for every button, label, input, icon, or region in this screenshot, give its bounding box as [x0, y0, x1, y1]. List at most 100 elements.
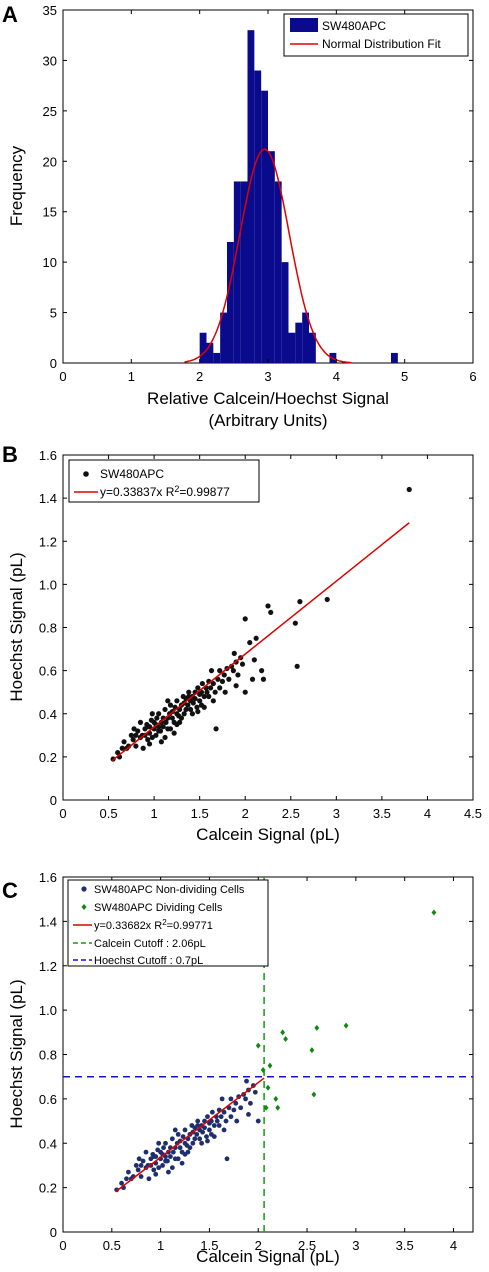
panel-c-fit-line: [115, 1077, 265, 1193]
scatter-point: [195, 708, 201, 715]
panel-c: C 0 0.5 1 1.5 2 2.5 3 3.5 4 0 0.2 0.4 0.6 0.8 1.0 1.2 1…: [2, 870, 474, 1266]
scatter-point: [242, 689, 248, 695]
scatter-point: [195, 685, 201, 691]
panel-c-y-tick-label: 0: [50, 1225, 57, 1240]
nondividing-point: [243, 1096, 248, 1102]
nondividing-point: [175, 1156, 181, 1162]
panel-b-x-tick-label: 1: [150, 806, 157, 821]
dividing-point: [255, 1042, 261, 1049]
scatter-point: [137, 719, 144, 725]
panel-a-legend: SW480APC Normal Distribution Fit: [283, 13, 469, 57]
scatter-point: [194, 704, 200, 710]
panel-c-legend-label-nondividing: SW480APC Non-dividing Cells: [94, 884, 245, 896]
scatter-point: [221, 672, 227, 678]
panel-a-y-tick-label: 30: [43, 53, 57, 68]
nondividing-point: [163, 1158, 168, 1164]
panel-b-points: [110, 486, 412, 762]
histogram-bar: [240, 181, 248, 363]
nondividing-point: [219, 1096, 225, 1102]
panel-c-legend-label-hoechst-cutoff: Hoechst Cutoff : 0.7pL: [94, 955, 203, 967]
dividing-point: [309, 1047, 315, 1054]
nondividing-point: [190, 1140, 196, 1146]
scatter-point: [217, 668, 223, 674]
nondividing-point: [175, 1131, 181, 1137]
scatter-point: [204, 689, 210, 695]
scatter-point: [190, 700, 196, 706]
panel-a-x-tick-label: 4: [333, 369, 340, 384]
panel-c-y-tick-label: 0.2: [39, 1181, 57, 1196]
panel-b-legend: SW480APC y=0.33837x R2=0.99877: [68, 459, 260, 503]
scatter-point: [146, 741, 153, 747]
nondividing-point: [138, 1174, 144, 1179]
dividing-point: [265, 1084, 271, 1091]
panel-a-y-tick-label: 10: [43, 255, 57, 270]
scatter-point: [187, 706, 194, 713]
scatter-point: [178, 715, 185, 721]
scatter-point: [265, 603, 271, 609]
nondividing-point: [200, 1129, 205, 1135]
nondividing-point: [234, 1118, 240, 1124]
panel-b-x-axis-label: Calcein Signal (pL): [196, 825, 340, 844]
panel-a-y-tick-label: 15: [43, 205, 57, 220]
scatter-point: [228, 663, 235, 669]
scatter-point: [324, 596, 330, 603]
nondividing-point: [231, 1107, 237, 1113]
dividing-point: [273, 1095, 279, 1102]
panel-c-legend-label-fit: y=0.33682x R2=0.99771: [94, 918, 213, 932]
panel-c-y-tick-label: 1.6: [39, 870, 57, 885]
scatter-point: [153, 732, 159, 738]
scatter-point: [131, 726, 137, 732]
panel-c-y-axis-label: Hoechst Signal (pL): [7, 979, 26, 1128]
panel-b-y-axis-label: Hoechst Signal (pL): [7, 552, 26, 701]
panel-c-x-tick-label: 3.5: [396, 1238, 414, 1253]
panel-c-y-tick-label: 1.0: [39, 1003, 57, 1018]
nondividing-point: [216, 1123, 222, 1128]
nondividing-point: [228, 1096, 234, 1102]
panel-a-y-tick-label: 25: [43, 104, 57, 119]
nondividing-point: [160, 1163, 165, 1168]
nondividing-point: [166, 1169, 171, 1175]
scatter-point: [119, 745, 125, 751]
nondividing-point: [146, 1176, 152, 1182]
dividing-point: [275, 1104, 281, 1111]
scatter-point: [197, 698, 203, 704]
scatter-point: [260, 676, 267, 682]
panel-a-legend-label-fit: Normal Distribution Fit: [322, 37, 441, 51]
dividing-point: [267, 1062, 273, 1069]
nondividing-point: [151, 1154, 157, 1159]
nondividing-point: [211, 1134, 217, 1139]
nondividing-point: [195, 1118, 201, 1124]
panel-b-y-tick-label: 1.0: [39, 577, 57, 592]
panel-a-letter: A: [2, 2, 18, 27]
panel-a-normal-fit-curve: [184, 148, 352, 364]
nondividing-point: [161, 1145, 166, 1151]
scatter-point: [222, 689, 228, 695]
panel-c-dividing-points: [255, 909, 437, 1111]
panel-c-x-axis-label: Calcein Signal (pL): [196, 1247, 340, 1266]
nondividing-point: [195, 1123, 201, 1128]
scatter-point: [268, 609, 274, 616]
scatter-point: [212, 689, 218, 695]
histogram-bar: [199, 332, 207, 363]
histogram-bar: [206, 342, 214, 363]
scatter-point: [201, 704, 207, 710]
scatter-point: [167, 726, 174, 732]
nondividing-point: [187, 1145, 193, 1151]
panel-a-y-ticks: 0 5 10 15 20 25 30 35: [43, 3, 473, 371]
scatter-point: [294, 663, 300, 669]
panel-c-x-ticks: 0 0.5 1 1.5 2 2.5 3 3.5 4: [59, 877, 457, 1253]
scatter-point: [208, 668, 215, 674]
scatter-point: [167, 702, 174, 708]
panel-b-x-tick-label: 0.5: [100, 806, 118, 821]
scatter-point: [163, 719, 169, 725]
panel-a-bars: [199, 30, 398, 364]
scatter-point: [128, 732, 134, 738]
dividing-point: [263, 1104, 269, 1111]
panel-a-legend-label-histogram: SW480APC: [322, 19, 386, 33]
scatter-point: [292, 620, 298, 626]
histogram-bar: [302, 312, 309, 363]
panel-c-letter: C: [2, 878, 18, 903]
panel-a-y-tick-label: 20: [43, 154, 57, 169]
nondividing-point: [224, 1156, 230, 1162]
